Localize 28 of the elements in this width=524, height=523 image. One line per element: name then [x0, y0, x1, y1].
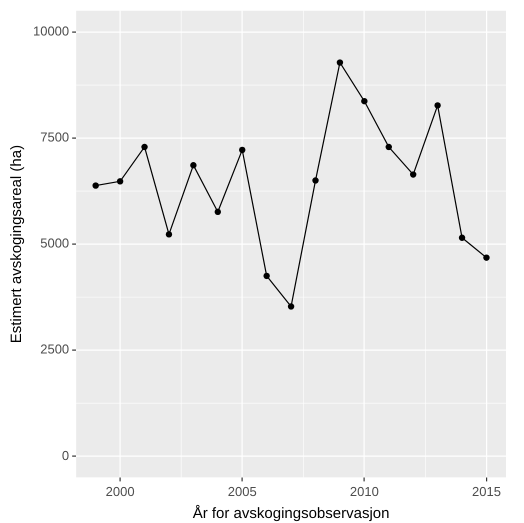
point	[458, 234, 466, 241]
point	[92, 182, 99, 189]
point	[336, 59, 344, 66]
x-tick-label: 2000	[106, 484, 135, 499]
y-tick-label: 0	[62, 448, 70, 463]
y-tick-label: 2500	[40, 342, 70, 357]
point	[288, 303, 294, 310]
x-axis-title: År for avskogingsobservasjon	[192, 504, 390, 522]
point	[116, 178, 124, 185]
y-tick-label: 10000	[32, 24, 70, 39]
point	[361, 98, 368, 104]
point	[263, 272, 270, 280]
point	[483, 254, 490, 261]
point	[410, 171, 416, 178]
point	[166, 231, 172, 238]
x-tick-label: 2010	[350, 484, 379, 499]
point	[312, 177, 319, 184]
x-tick-label: 2005	[228, 484, 257, 499]
point	[386, 144, 392, 150]
point	[141, 144, 148, 150]
y-tick-label: 5000	[40, 236, 70, 251]
point	[434, 102, 441, 109]
x-tick-label: 2015	[472, 484, 501, 499]
point	[190, 162, 197, 168]
point	[239, 146, 246, 154]
y-tick-label: 7500	[40, 130, 70, 145]
point	[214, 208, 222, 216]
y-axis-title: Estimert avskogingsareal (ha)	[8, 144, 26, 344]
